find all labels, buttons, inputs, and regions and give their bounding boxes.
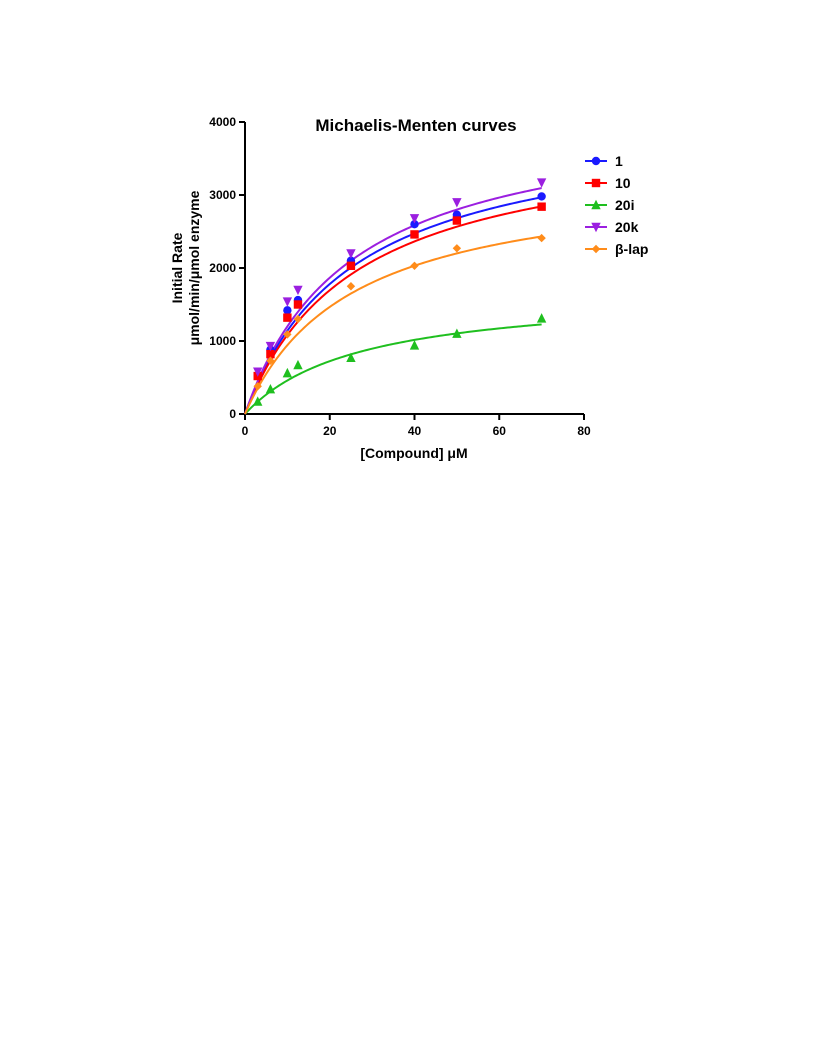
legend-label-lap: β-lap (615, 241, 648, 257)
data-point-20i (536, 313, 547, 323)
data-point-1 (537, 192, 546, 201)
data-point-10 (346, 261, 356, 271)
data-point-20k (346, 249, 356, 259)
fit-curve-lap (244, 235, 542, 415)
y-axis-label-line-2: μmol/min/μmol enzyme (186, 190, 202, 345)
x-tick-label: 60 (493, 424, 507, 438)
data-point-1 (283, 306, 292, 315)
y-axis-label: Initial Rate μmol/min/μmol enzyme (169, 190, 202, 345)
data-point-20i (282, 367, 293, 378)
data-point-20i (409, 340, 420, 350)
x-tick-label: 40 (408, 424, 422, 438)
data-point-20k (293, 285, 303, 296)
chart-title: Michaelis-Menten curves (315, 116, 516, 135)
y-tick-label: 1000 (209, 334, 236, 348)
data-point-lap (253, 382, 262, 391)
data-point-lap (346, 282, 356, 291)
y-tick-label: 3000 (209, 188, 236, 202)
data-points (253, 178, 547, 406)
y-tick-label: 2000 (209, 261, 236, 275)
fit-curves (244, 187, 542, 415)
legend-marker-10 (591, 178, 601, 188)
data-point-10 (537, 202, 546, 211)
legend: 1 10 20i 20k β-lap (585, 153, 648, 257)
data-point-20k (409, 214, 420, 224)
data-point-10 (283, 313, 292, 322)
data-point-20i (293, 359, 303, 370)
data-point-20i (265, 383, 276, 394)
data-point-20k (536, 178, 547, 188)
data-point-lap (283, 330, 292, 339)
axes: 0 1000 2000 3000 4000 0 20 40 60 80 (209, 115, 591, 438)
legend-marker-1 (591, 156, 601, 166)
data-point-lap (266, 356, 275, 365)
data-point-lap (293, 314, 303, 324)
legend-marker-20i (591, 199, 601, 210)
data-point-10 (410, 230, 419, 239)
legend-marker-20k (591, 222, 601, 233)
data-point-10 (452, 216, 462, 225)
legend-label-1: 1 (615, 153, 623, 169)
data-point-lap (452, 244, 462, 253)
y-tick-label: 4000 (209, 115, 236, 129)
data-point-20i (253, 396, 263, 406)
fit-curve-10 (244, 205, 542, 415)
legend-label-20k: 20k (615, 219, 639, 235)
y-tick-label: 0 (229, 407, 236, 421)
data-point-10 (293, 300, 303, 309)
data-point-20k (282, 297, 293, 307)
legend-label-20i: 20i (615, 197, 634, 213)
data-point-20k (253, 367, 263, 377)
fit-curve-20i (244, 323, 542, 415)
x-tick-label: 0 (242, 424, 249, 438)
data-point-lap (537, 233, 546, 243)
data-point-10 (266, 349, 275, 359)
legend-marker-lap (591, 244, 601, 254)
data-point-1 (410, 220, 419, 229)
x-axis-label: [Compound] μM (360, 445, 467, 461)
x-tick-label: 20 (323, 424, 337, 438)
data-point-20i (346, 352, 356, 362)
legend-label-10: 10 (615, 175, 631, 191)
fit-curve-20k (244, 187, 542, 415)
x-tick-label: 80 (577, 424, 591, 438)
y-axis-label-line-1: Initial Rate (169, 232, 185, 303)
data-point-lap (410, 261, 419, 271)
data-point-20k (452, 198, 462, 208)
fit-curve-1 (244, 196, 542, 415)
data-point-20k (265, 341, 276, 352)
data-point-20i (452, 328, 462, 338)
